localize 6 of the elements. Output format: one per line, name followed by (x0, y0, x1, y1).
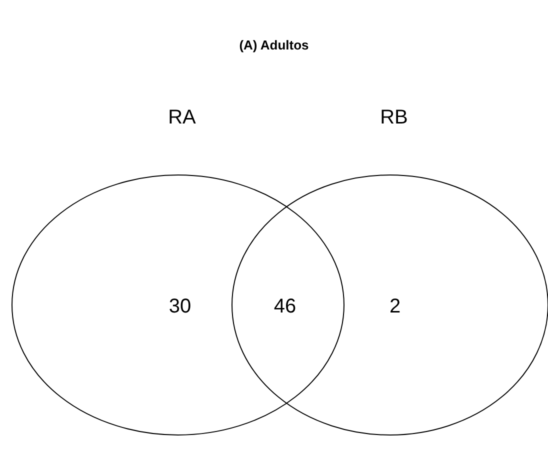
data-label: 46 (274, 296, 296, 318)
text: (A) Adultos (239, 37, 309, 52)
category-label: RB (380, 106, 408, 129)
data-label: 2 (389, 296, 401, 318)
data-label: 30 (168, 296, 192, 318)
category-label: RA (168, 106, 197, 129)
